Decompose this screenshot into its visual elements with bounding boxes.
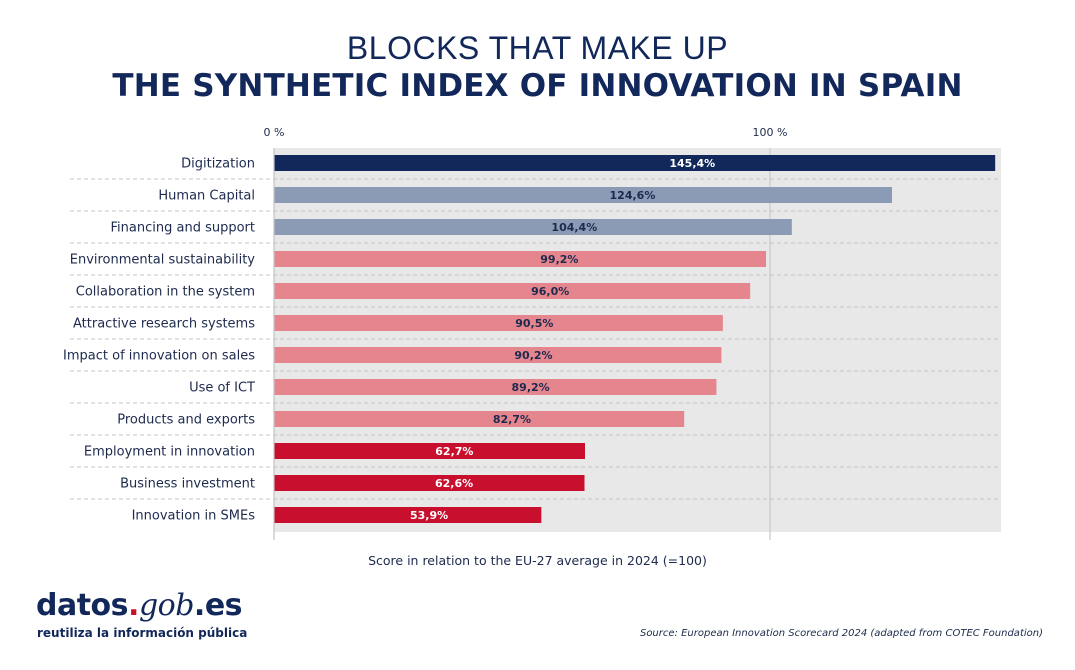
category-label: Collaboration in the system xyxy=(76,285,255,300)
x-axis-label: Score in relation to the EU-27 average i… xyxy=(368,553,707,568)
bar xyxy=(274,443,585,459)
category-label: Employment in innovation xyxy=(84,445,255,460)
logo-tagline: reutiliza la información pública xyxy=(37,626,248,640)
bar xyxy=(274,251,767,267)
chart-title-line1: BLOCKS THAT MAKE UP xyxy=(346,30,729,66)
value-label: 82,7% xyxy=(493,413,531,426)
value-label: 89,2% xyxy=(512,381,550,394)
bar xyxy=(274,219,792,235)
bar xyxy=(274,187,893,203)
value-label: 99,2% xyxy=(540,253,578,266)
bar xyxy=(274,315,723,331)
value-label: 90,2% xyxy=(514,349,552,362)
category-label: Environmental sustainability xyxy=(70,253,256,268)
value-label: 104,4% xyxy=(551,221,597,234)
bar xyxy=(274,507,542,523)
bar xyxy=(274,155,996,171)
value-label: 145,4% xyxy=(669,157,715,170)
category-label: Business investment xyxy=(120,477,255,492)
bar xyxy=(274,379,717,395)
category-label: Innovation in SMEs xyxy=(132,509,256,524)
value-label: 62,7% xyxy=(435,445,473,458)
bar xyxy=(274,347,722,363)
category-label: Human Capital xyxy=(158,189,255,204)
source-note: Source: European Innovation Scorecard 20… xyxy=(639,628,1043,639)
category-label: Products and exports xyxy=(117,413,255,428)
chart-title-line2: THE SYNTHETIC INDEX OF INNOVATION IN SPA… xyxy=(112,68,963,104)
bar xyxy=(274,411,685,427)
value-label: 96,0% xyxy=(531,285,569,298)
bar xyxy=(274,475,585,491)
bar xyxy=(274,283,751,299)
tick-label-100: 100 % xyxy=(753,126,788,139)
tick-label-0: 0 % xyxy=(264,126,285,139)
value-label: 124,6% xyxy=(610,189,656,202)
category-label: Use of ICT xyxy=(189,381,255,396)
category-label: Financing and support xyxy=(111,221,255,236)
category-label: Attractive research systems xyxy=(73,317,255,332)
value-label: 62,6% xyxy=(435,477,473,490)
datos-gob-logo: datos.gob.es xyxy=(36,588,243,623)
category-label: Digitization xyxy=(181,157,255,172)
value-label: 90,5% xyxy=(515,317,553,330)
category-label: Impact of innovation on sales xyxy=(63,349,255,364)
plot-background xyxy=(274,148,1001,532)
value-label: 53,9% xyxy=(410,509,448,522)
